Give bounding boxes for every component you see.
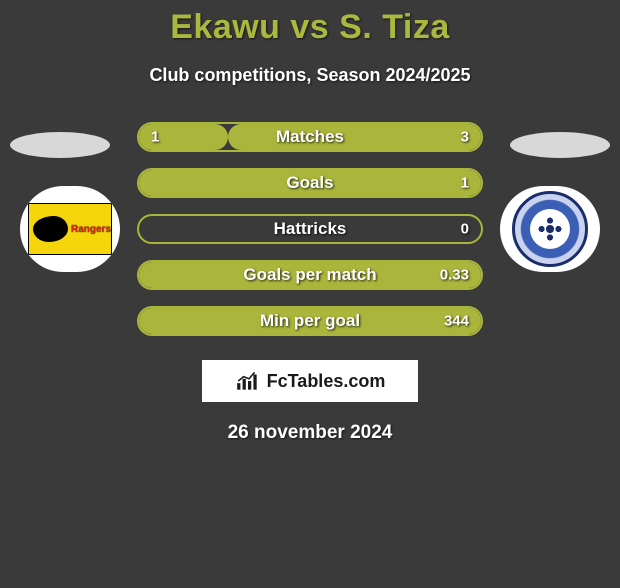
right-club-badge: [500, 186, 600, 272]
subtitle: Club competitions, Season 2024/2025: [0, 65, 620, 86]
panther-icon: [33, 216, 68, 242]
stat-row-matches: 1 3 Matches: [137, 122, 483, 152]
lobi-stars-logo: [512, 191, 588, 267]
stat-row-goals-per-match: 0.33 Goals per match: [137, 260, 483, 290]
stat-right-value: 0.33: [440, 267, 469, 284]
date-label: 26 november 2024: [0, 422, 620, 444]
stat-label: Min per goal: [260, 311, 360, 331]
comparison-bars: 1 3 Matches 1 Goals 0 Hattricks 0.33 Goals per m…: [137, 122, 483, 336]
rangers-logo: Rangers: [28, 203, 112, 255]
stat-label: Goals: [286, 173, 333, 193]
left-club-badge: Rangers: [20, 186, 120, 272]
player-right-photo-placeholder: [510, 132, 610, 158]
player-left-photo-placeholder: [10, 132, 110, 158]
stat-left-value: 1: [151, 129, 159, 146]
stat-label: Matches: [276, 127, 344, 147]
page-title: Ekawu vs S. Tiza: [0, 8, 620, 47]
stat-right-value: 344: [444, 313, 469, 330]
stat-row-hattricks: 0 Hattricks: [137, 214, 483, 244]
football-icon: [530, 209, 570, 249]
rangers-logo-text: Rangers: [71, 224, 111, 235]
stat-label: Hattricks: [274, 219, 347, 239]
stat-row-min-per-goal: 344 Min per goal: [137, 306, 483, 336]
stat-row-goals: 1 Goals: [137, 168, 483, 198]
chart-icon: [235, 370, 261, 392]
stat-right-value: 1: [461, 175, 469, 192]
stat-right-value: 3: [461, 129, 469, 146]
watermark: FcTables.com: [202, 360, 418, 402]
bar-fill-right: [228, 124, 481, 150]
watermark-text: FcTables.com: [267, 371, 386, 392]
stat-right-value: 0: [461, 221, 469, 238]
stat-label: Goals per match: [243, 265, 376, 285]
